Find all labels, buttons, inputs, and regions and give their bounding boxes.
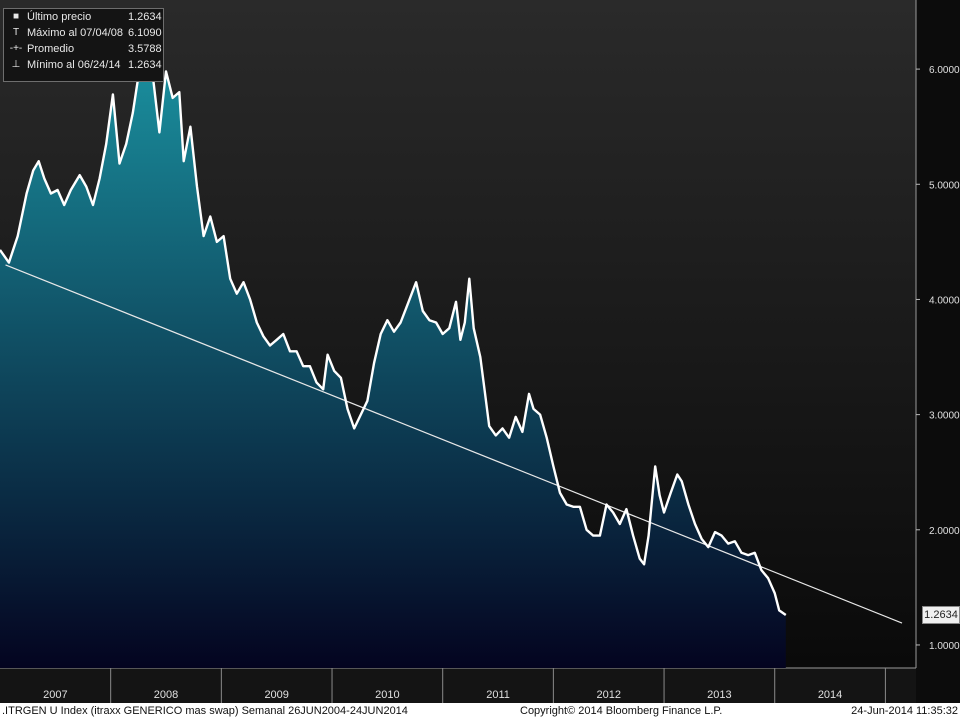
legend-average: -+- Promedio 3.5788 (4, 41, 163, 57)
x-tick-label: 2009 (264, 689, 288, 701)
y-tick-label: 3.0000 (929, 411, 960, 422)
x-tick-label: 2014 (818, 689, 842, 701)
x-tick-label: 2013 (707, 689, 731, 701)
legend-marker-max: T (12, 27, 20, 38)
x-tick-label: 2011 (486, 689, 510, 701)
legend-value: 3.5788 (128, 43, 162, 55)
x-tick-label: 2012 (596, 689, 620, 701)
legend-label: Mínimo al 06/24/14 (27, 59, 121, 71)
trend-line (5, 264, 903, 624)
y-tick-label: 1.0000 (929, 641, 960, 652)
copyright-text: Copyright© 2014 Bloomberg Finance L.P. (520, 705, 723, 717)
legend-last-price: ■ Último precio 1.2634 (4, 9, 163, 25)
footer-bar: .ITRGEN U Index (itraxx GENERICO mas swa… (0, 703, 960, 720)
legend-label: Máximo al 07/04/08 (27, 27, 123, 39)
y-tick-label: 4.0000 (929, 295, 960, 306)
x-tick-label: 2010 (375, 689, 399, 701)
last-price-label: 1.2634 (922, 606, 960, 624)
y-tick-label: 6.0000 (929, 65, 960, 76)
y-tick-label: 5.0000 (929, 180, 960, 191)
x-tick-label: 2008 (154, 689, 178, 701)
legend-value: 1.2634 (128, 11, 162, 23)
legend-max: T Máximo al 07/04/08 6.1090 (4, 25, 163, 41)
x-tick-label: 2007 (43, 689, 67, 701)
legend-label: Promedio (27, 43, 75, 55)
legend-marker-average: -+- (9, 43, 23, 54)
legend-label: Último precio (27, 11, 92, 23)
y-axis-band (916, 0, 960, 703)
timestamp: 24-Jun-2014 11:35:32 (851, 705, 958, 717)
series-area-fill (0, 57, 786, 669)
ticker-description: .ITRGEN U Index (itraxx GENERICO mas swa… (2, 705, 408, 717)
chart-legend: ■ Último precio 1.2634 T Máximo al 07/04… (3, 8, 164, 82)
legend-value: 1.2634 (128, 59, 162, 71)
legend-min: ⊥ Mínimo al 06/24/14 1.2634 (4, 57, 163, 73)
x-axis-band (0, 668, 916, 703)
y-tick-label: 2.0000 (929, 526, 960, 537)
legend-value: 6.1090 (128, 27, 162, 39)
legend-marker-min: ⊥ (11, 59, 21, 70)
legend-marker-last: ■ (12, 11, 20, 22)
